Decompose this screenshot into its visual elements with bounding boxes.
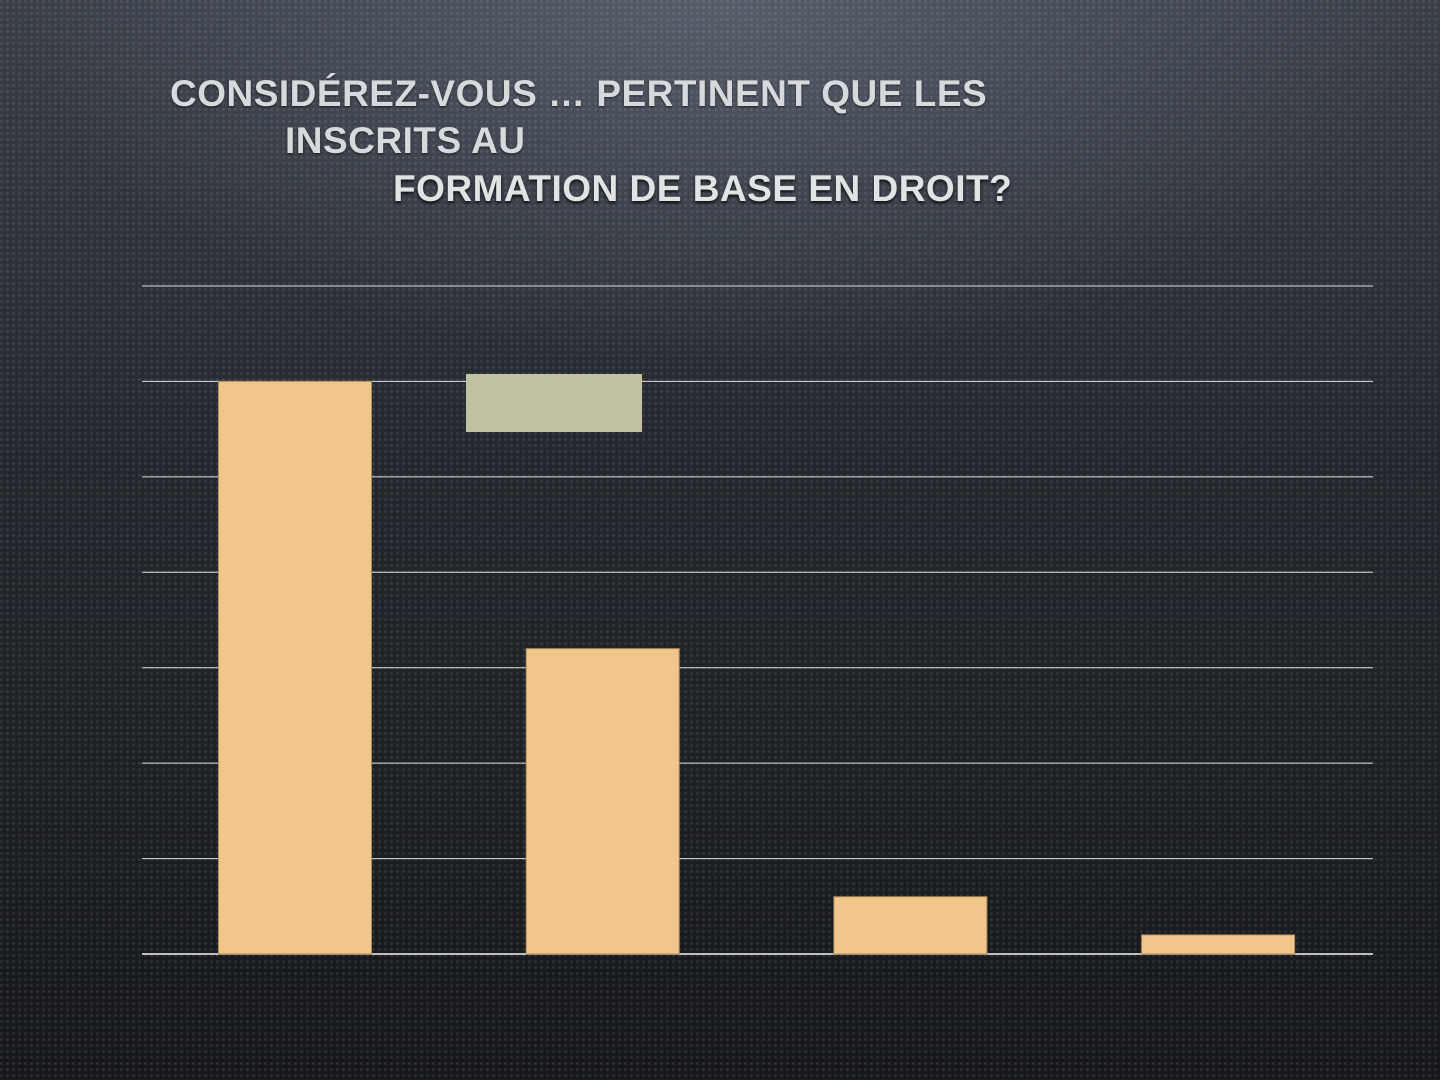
legend bbox=[466, 374, 642, 432]
title-line-2: inscrits au bbox=[285, 120, 526, 161]
title-line-3: formation de base en droit? bbox=[393, 168, 1013, 209]
legend-swatch bbox=[466, 374, 642, 432]
bar-4 bbox=[1141, 934, 1296, 955]
bars bbox=[218, 380, 1296, 955]
title-line-1: Considérez-vous … pertinent que les bbox=[170, 73, 988, 114]
bar-1 bbox=[218, 380, 372, 955]
slide-title: Considérez-vous … pertinent que les insc… bbox=[0, 0, 1440, 230]
bar-2 bbox=[525, 648, 680, 955]
bar-3 bbox=[833, 896, 988, 955]
